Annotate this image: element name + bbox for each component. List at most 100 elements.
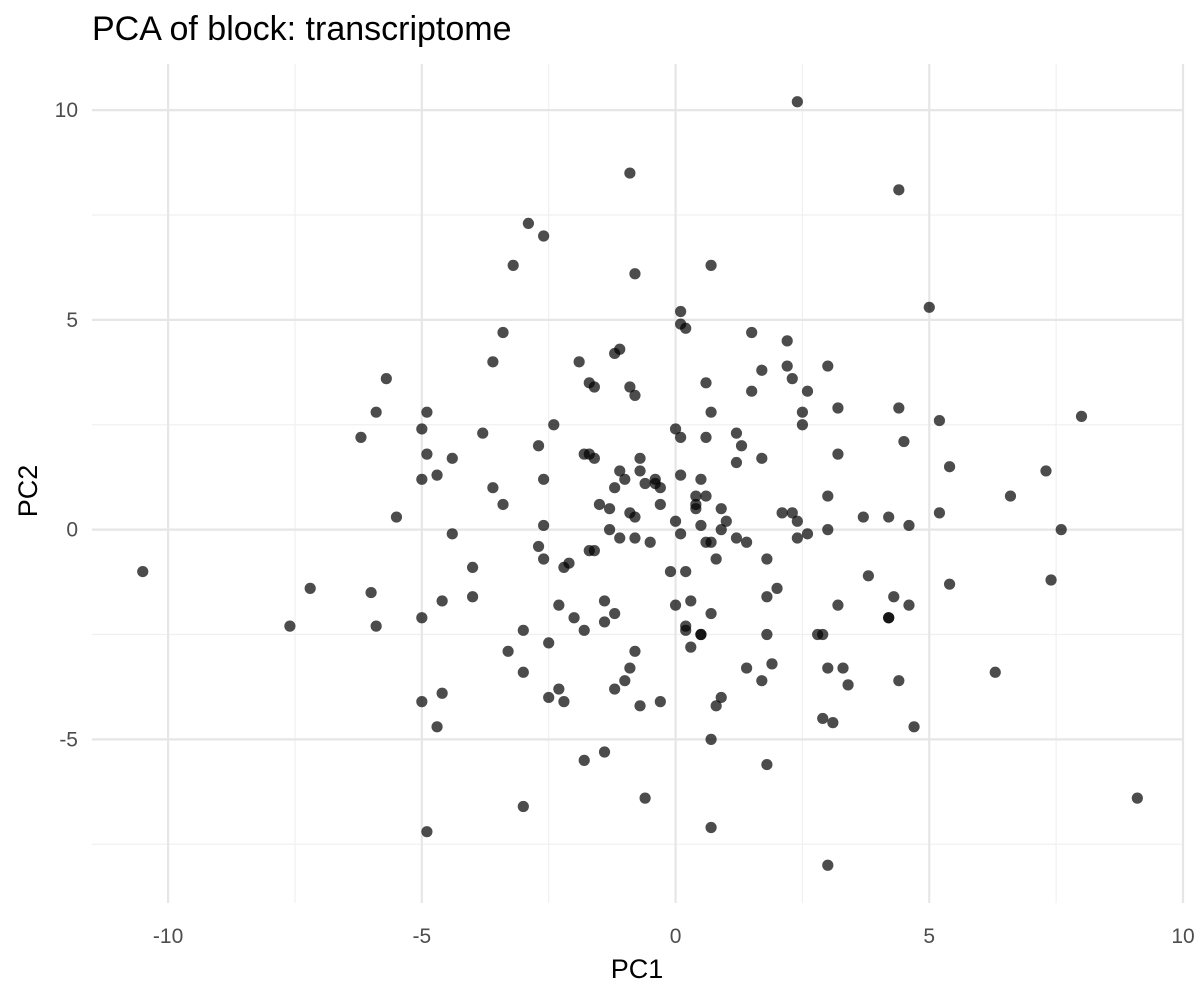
data-point	[786, 507, 798, 519]
data-point	[543, 691, 555, 704]
data-point	[609, 607, 621, 620]
tick-labels: -10 -5 0 5 10 -5 0 5 10	[55, 99, 1195, 948]
data-point	[822, 490, 834, 502]
data-point	[629, 532, 641, 544]
data-point	[680, 620, 692, 632]
data-point	[563, 557, 575, 569]
data-point	[532, 540, 545, 553]
data-point	[888, 591, 900, 603]
data-point	[903, 599, 915, 611]
x-tick-label: 10	[1171, 925, 1194, 948]
data-point	[598, 616, 611, 628]
data-point	[664, 565, 677, 578]
data-point	[614, 465, 626, 477]
grid-lines	[92, 64, 1185, 903]
data-point	[538, 230, 550, 242]
data-point	[893, 402, 905, 414]
data-point	[502, 645, 514, 657]
data-point	[756, 452, 768, 464]
data-point	[776, 507, 788, 519]
data-point	[629, 389, 641, 402]
data-point	[817, 712, 829, 725]
data-point	[497, 326, 509, 339]
data-point	[553, 683, 565, 695]
data-point	[675, 469, 687, 481]
data-point	[822, 360, 834, 372]
data-point	[416, 473, 428, 485]
data-point	[370, 620, 382, 632]
data-point	[522, 217, 535, 230]
data-point	[746, 385, 758, 397]
data-point	[624, 167, 636, 179]
data-points	[137, 96, 1143, 871]
data-point	[629, 511, 641, 523]
data-point	[629, 645, 641, 657]
y-tick-label: 10	[55, 99, 78, 122]
data-point	[822, 859, 834, 871]
y-tick-label: -5	[59, 728, 78, 751]
data-point	[705, 536, 717, 548]
data-point	[700, 431, 712, 443]
data-point	[705, 607, 717, 620]
data-point	[786, 373, 798, 385]
data-point	[548, 419, 560, 431]
data-point	[771, 582, 783, 594]
data-point	[730, 427, 743, 439]
data-point	[675, 528, 687, 540]
data-point	[705, 406, 717, 418]
data-point	[822, 524, 834, 536]
x-tick-label: 5	[923, 925, 935, 948]
data-point	[634, 452, 646, 464]
data-point	[903, 519, 915, 532]
data-point	[680, 565, 692, 578]
data-point	[538, 473, 550, 485]
data-point	[619, 675, 631, 687]
data-point	[538, 519, 550, 532]
data-point	[791, 96, 803, 108]
data-point	[1055, 524, 1067, 536]
data-point	[1131, 792, 1143, 804]
data-point	[416, 612, 428, 624]
data-point	[517, 666, 529, 678]
data-point	[690, 498, 702, 511]
data-point	[1040, 465, 1052, 477]
data-point	[593, 498, 606, 511]
data-point	[715, 503, 727, 515]
data-point	[578, 754, 590, 766]
data-point	[720, 515, 732, 527]
data-point	[497, 498, 509, 511]
data-point	[416, 696, 428, 708]
data-point	[436, 595, 448, 607]
data-point	[568, 612, 580, 624]
y-tick-label: 5	[66, 309, 78, 332]
data-point	[817, 628, 829, 641]
data-point	[933, 414, 946, 427]
data-point	[614, 532, 626, 544]
data-point	[284, 620, 296, 632]
data-point	[669, 515, 682, 527]
data-point	[487, 356, 499, 368]
data-point	[654, 498, 666, 511]
data-point	[370, 406, 382, 418]
data-point	[507, 259, 519, 271]
data-point	[746, 326, 758, 339]
data-point	[695, 473, 707, 485]
data-point	[710, 553, 722, 565]
data-point	[857, 511, 869, 523]
data-point	[695, 628, 707, 641]
data-point	[705, 821, 717, 834]
data-point	[553, 599, 565, 611]
data-point	[446, 452, 458, 464]
data-point	[680, 322, 692, 334]
data-point	[801, 528, 814, 540]
data-point	[487, 482, 499, 494]
data-point	[1004, 490, 1017, 502]
data-point	[827, 717, 839, 729]
x-axis-title: PC1	[611, 954, 664, 984]
data-point	[644, 536, 656, 548]
data-point	[669, 599, 682, 611]
data-point	[1075, 410, 1088, 422]
data-point	[756, 364, 768, 376]
data-point	[690, 490, 702, 502]
